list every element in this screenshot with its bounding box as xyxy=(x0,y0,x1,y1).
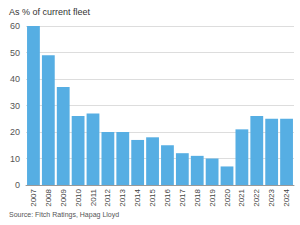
svg-text:2024: 2024 xyxy=(282,188,291,206)
svg-text:2021: 2021 xyxy=(237,188,246,206)
svg-text:2015: 2015 xyxy=(148,188,157,206)
svg-text:2016: 2016 xyxy=(163,188,172,206)
svg-text:2013: 2013 xyxy=(118,188,127,206)
svg-text:2009: 2009 xyxy=(59,188,68,206)
svg-text:10: 10 xyxy=(10,154,20,164)
svg-text:2014: 2014 xyxy=(133,188,142,206)
svg-text:As % of current fleet: As % of current fleet xyxy=(9,7,91,17)
svg-text:Source: Fitch Ratings, Hapag L: Source: Fitch Ratings, Hapag Lloyd xyxy=(9,211,119,219)
svg-text:2010: 2010 xyxy=(74,188,83,206)
svg-text:2022: 2022 xyxy=(252,188,261,206)
svg-text:2018: 2018 xyxy=(193,188,202,206)
svg-text:2007: 2007 xyxy=(29,188,38,206)
svg-text:50: 50 xyxy=(10,48,20,58)
svg-text:2019: 2019 xyxy=(208,188,217,206)
svg-text:2008: 2008 xyxy=(44,188,53,206)
svg-text:0: 0 xyxy=(15,180,20,190)
svg-text:2017: 2017 xyxy=(178,188,187,206)
svg-text:2011: 2011 xyxy=(89,188,98,206)
svg-text:60: 60 xyxy=(10,21,20,31)
svg-text:2012: 2012 xyxy=(103,188,112,206)
svg-text:20: 20 xyxy=(10,127,20,137)
svg-text:2020: 2020 xyxy=(223,188,232,206)
svg-text:30: 30 xyxy=(10,101,20,111)
svg-text:40: 40 xyxy=(10,74,20,84)
svg-text:2023: 2023 xyxy=(267,188,276,206)
